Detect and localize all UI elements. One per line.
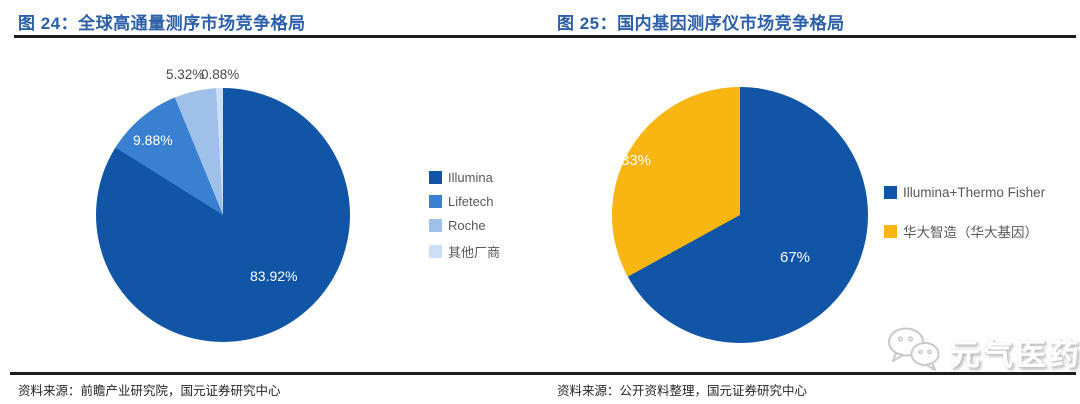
legend-item-other-vendors: 其他厂商 [429, 242, 500, 261]
data-label-roche: 5.32% [166, 67, 205, 82]
legend-domestic-chart: Illumina+Thermo Fisher 华大智造（华大基因） [884, 185, 1045, 241]
data-label-other-vendors: 0.88% [201, 67, 240, 82]
watermark-text: 元气医药 [950, 338, 1080, 372]
legend-label-roche: Roche [448, 218, 486, 233]
legend-swatch-illumina [429, 171, 442, 184]
data-label-lifetech: 9.88% [133, 132, 173, 148]
pie-chart-domestic-sequencer-market [612, 87, 868, 343]
legend-label-lifetech: Lifetech [448, 194, 494, 209]
data-label-illumina-thermo: 67% [780, 249, 811, 266]
source-note-figure-24: 资料来源：前瞻产业研究院，国元证券研究中心 [18, 383, 281, 398]
wechat-account-watermark: 元气医药 [886, 326, 1080, 377]
figure-25-title: 图 25：国内基因测序仪市场竞争格局 [557, 14, 845, 33]
legend-item-mgi: 华大智造（华大基因） [884, 221, 1045, 241]
legend-swatch-lifetech [429, 195, 442, 208]
wechat-icon [886, 326, 944, 377]
legend-swatch-illumina-thermo [884, 186, 897, 199]
footer-rule [10, 372, 1076, 375]
data-label-mgi: 33% [621, 152, 652, 169]
legend-label-illumina-thermo: Illumina+Thermo Fisher [903, 185, 1046, 200]
title-underline-rule [14, 35, 1076, 38]
legend-label-illumina: Illumina [448, 170, 493, 185]
pie-chart-global-sequencing-market [96, 88, 350, 342]
legend-item-illumina-thermo: Illumina+Thermo Fisher [884, 185, 1045, 200]
legend-label-mgi: 华大智造（华大基因） [903, 225, 1038, 240]
legend-swatch-other-vendors [429, 245, 442, 258]
source-note-figure-25: 资料来源：公开资料整理，国元证券研究中心 [557, 383, 808, 398]
legend-global-chart: Illumina Lifetech Roche 其他厂商 [429, 170, 500, 261]
legend-label-other-vendors: 其他厂商 [448, 245, 501, 260]
legend-swatch-mgi [884, 224, 897, 238]
data-label-illumina: 83.92% [250, 268, 298, 284]
figure-24-title: 图 24：全球高通量测序市场竞争格局 [18, 14, 306, 33]
legend-item-lifetech: Lifetech [429, 194, 500, 209]
legend-item-roche: Roche [429, 218, 500, 233]
legend-swatch-roche [429, 219, 442, 232]
legend-item-illumina: Illumina [429, 170, 500, 185]
